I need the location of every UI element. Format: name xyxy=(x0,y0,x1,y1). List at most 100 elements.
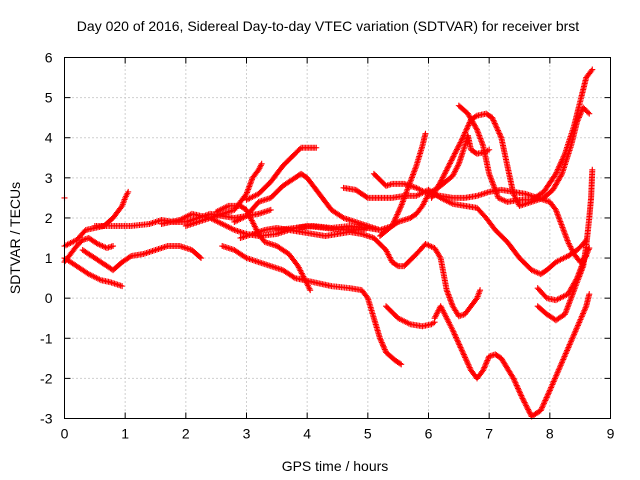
data-point xyxy=(484,356,491,363)
data-point xyxy=(398,361,405,368)
y-tick-label: 4 xyxy=(45,130,53,146)
data-point xyxy=(397,204,404,211)
data-point xyxy=(465,122,472,129)
data-point xyxy=(390,220,397,227)
data-point xyxy=(544,391,551,398)
data-point xyxy=(542,396,549,403)
data-point xyxy=(465,361,472,368)
data-point xyxy=(456,142,463,149)
y-tick-label: -3 xyxy=(40,411,53,427)
data-point xyxy=(339,214,346,221)
data-point xyxy=(453,147,460,154)
data-point xyxy=(451,330,458,337)
data-point xyxy=(446,161,453,168)
data-point xyxy=(524,405,531,412)
data-point xyxy=(515,386,522,393)
data-point xyxy=(458,138,465,145)
data-point xyxy=(450,328,457,335)
data-point xyxy=(376,335,383,342)
data-point xyxy=(381,345,388,352)
data-point xyxy=(452,149,459,156)
x-tick-label: 8 xyxy=(546,426,554,442)
x-tick-label: 7 xyxy=(485,426,493,442)
data-point xyxy=(451,152,458,159)
data-point xyxy=(395,208,402,215)
data-point xyxy=(242,254,249,261)
series-s5 xyxy=(79,243,204,274)
data-point xyxy=(391,217,398,224)
data-point xyxy=(198,255,204,262)
data-point xyxy=(457,344,464,351)
data-point xyxy=(466,364,473,371)
data-point xyxy=(553,169,560,176)
data-point xyxy=(451,150,458,157)
data-point xyxy=(560,155,567,162)
data-point xyxy=(558,172,565,179)
data-point xyxy=(378,339,385,346)
data-point xyxy=(491,120,498,127)
data-point xyxy=(490,117,497,124)
data-point xyxy=(380,343,387,350)
data-point xyxy=(380,342,386,349)
data-point xyxy=(481,363,488,370)
x-tick-label: 2 xyxy=(182,426,190,442)
data-point xyxy=(518,392,525,399)
data-point xyxy=(463,357,470,364)
data-point xyxy=(497,133,504,140)
data-point xyxy=(396,360,403,367)
data-point xyxy=(516,388,523,395)
x-tick-label: 5 xyxy=(364,426,372,442)
data-point xyxy=(454,337,461,344)
data-point xyxy=(489,114,496,121)
data-point xyxy=(554,166,561,173)
data-point xyxy=(555,165,562,172)
data-point xyxy=(513,381,520,388)
y-tick-label: 0 xyxy=(45,290,53,306)
data-point xyxy=(495,128,502,135)
data-point xyxy=(556,163,563,170)
data-point xyxy=(447,159,454,166)
data-point xyxy=(454,338,461,345)
y-tick-label: 1 xyxy=(45,250,53,266)
data-point xyxy=(392,215,399,222)
data-point xyxy=(462,129,469,136)
data-point xyxy=(458,347,465,354)
data-point xyxy=(267,206,274,213)
data-point xyxy=(394,211,401,218)
data-point xyxy=(438,177,445,184)
x-axis-label: GPS time / hours xyxy=(282,458,389,474)
data-point xyxy=(559,156,566,163)
series-s14 xyxy=(273,132,493,233)
data-point xyxy=(453,335,460,342)
data-point xyxy=(445,163,452,170)
data-point xyxy=(393,214,399,221)
data-point xyxy=(544,393,551,400)
data-point xyxy=(526,409,533,416)
data-point xyxy=(510,375,517,382)
data-point xyxy=(493,123,500,130)
data-point xyxy=(539,404,546,411)
data-point xyxy=(491,118,498,125)
data-point xyxy=(196,254,203,261)
data-point xyxy=(561,152,568,159)
x-tick-label: 3 xyxy=(243,426,251,442)
y-tick-label: -2 xyxy=(40,370,53,386)
data-point xyxy=(451,331,458,338)
chart-title: Day 020 of 2016, Sidereal Day-to-day VTE… xyxy=(77,18,579,34)
data-point xyxy=(513,382,520,389)
series-s8 xyxy=(182,160,265,229)
x-tick-label: 9 xyxy=(607,426,615,442)
data-point xyxy=(540,401,547,408)
data-point xyxy=(477,287,484,294)
data-point xyxy=(466,363,473,370)
axis-ticks: 0 1 2 3 4 5 6 7 8 9 -3 -2 -1 0 1 2 3 4 5 6 xyxy=(40,50,615,442)
data-point xyxy=(462,354,469,361)
data-point xyxy=(126,253,133,260)
data-point xyxy=(464,125,471,132)
data-point xyxy=(511,378,518,385)
data-point xyxy=(391,218,398,225)
data-point xyxy=(396,205,403,212)
data-point xyxy=(422,130,429,137)
data-point xyxy=(537,407,544,414)
data-point xyxy=(522,400,529,407)
